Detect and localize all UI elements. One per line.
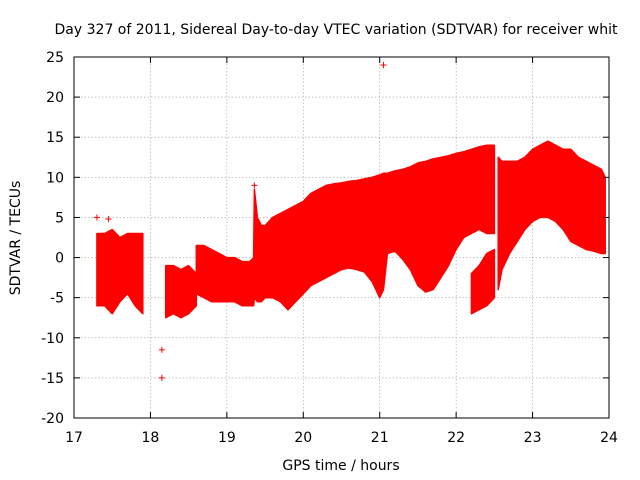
band-segment-3 [195,144,496,311]
band-segment-2 [164,264,198,319]
y-tick-label: 0 [55,251,64,267]
y-tick-label: 15 [46,130,64,146]
x-tick-label: 24 [600,430,618,446]
y-tick-label: 25 [46,50,64,66]
y-tick-label: 5 [55,210,64,226]
x-axis-label: GPS time / hours [282,458,399,474]
y-tick-label: 20 [46,90,64,106]
axis-ticks: 17 18 19 20 21 22 23 24 25 20 15 10 5 0 -5 -10 -15 -20 [41,50,618,446]
plot-frame [73,56,610,419]
y-tick-label: -10 [41,331,64,347]
outlier-point [158,374,165,381]
y-tick-label: -20 [41,411,64,427]
outlier-point [158,346,165,353]
y-axis-label: SDTVAR / TECUs [8,181,24,296]
x-tick-label: 18 [142,430,160,446]
band-segment-1 [96,228,144,315]
y-tick-label: -5 [50,291,64,307]
outlier-point [380,62,387,69]
outlier-point [93,214,100,221]
x-tick-label: 21 [371,430,389,446]
y-tick-label: -15 [41,371,64,387]
x-tick-label: 20 [294,430,312,446]
x-tick-label: 23 [524,430,542,446]
x-tick-label: 17 [65,430,83,446]
y-tick-label: 10 [46,170,64,186]
chart-title: Day 327 of 2011, Sidereal Day-to-day VTE… [55,22,618,38]
outlier-point [105,216,112,223]
band-segment-5 [497,140,606,291]
data-series [93,62,606,381]
x-tick-label: 22 [447,430,465,446]
x-tick-label: 19 [218,430,236,446]
outlier-point [251,182,258,189]
band-segment-4 [470,248,496,315]
